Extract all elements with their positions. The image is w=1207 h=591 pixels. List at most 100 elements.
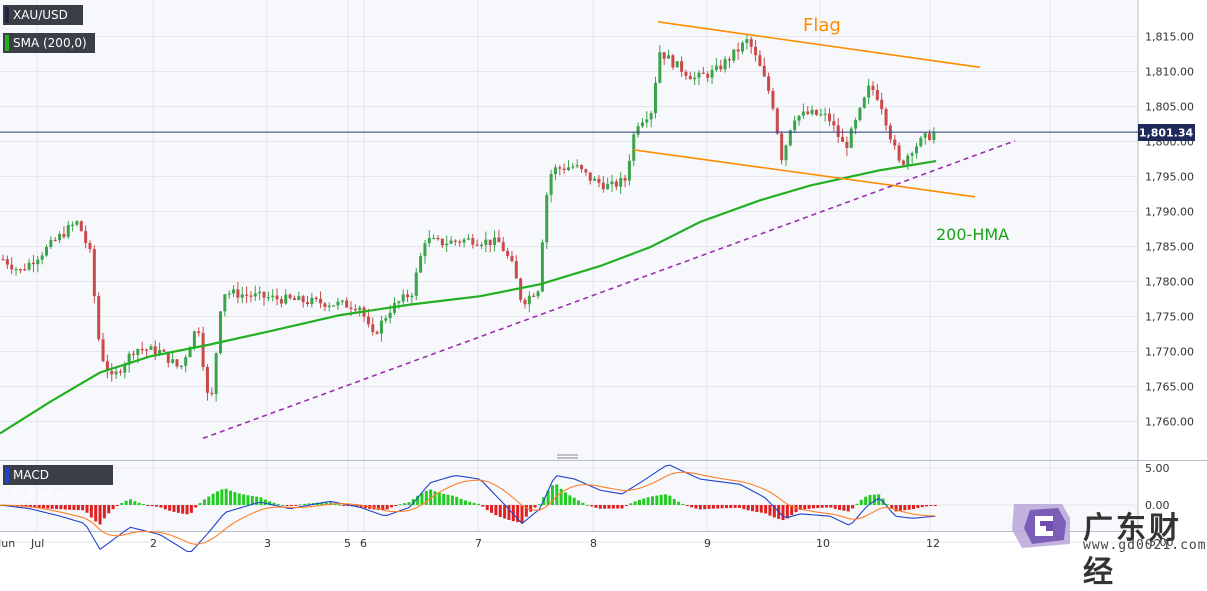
candle-up: [549, 174, 553, 195]
macd-histogram-bar: [81, 505, 85, 511]
panel-resize-handle[interactable]: [557, 454, 578, 459]
macd-histogram-bar: [781, 505, 785, 521]
candle-up: [649, 113, 653, 120]
macd-histogram-bar: [842, 505, 846, 511]
candle-up: [327, 305, 331, 307]
macd-histogram-bar: [68, 505, 72, 510]
macd-histogram-bar: [477, 503, 480, 505]
candle-down: [832, 121, 836, 126]
candle-up: [854, 120, 858, 129]
macd-histogram-bar: [163, 505, 167, 510]
macd-histogram-bar: [581, 502, 585, 505]
symbol-swatch: [5, 7, 9, 23]
candle-down: [140, 348, 144, 351]
macd-histogram-bar: [685, 505, 689, 506]
macd-histogram-bar: [459, 498, 463, 505]
candle-down: [814, 109, 818, 115]
macd-histogram-bar: [742, 505, 746, 510]
candle-up: [919, 137, 923, 147]
macd-histogram-bar: [868, 494, 872, 505]
candle-up: [184, 357, 188, 366]
candle-down: [5, 259, 9, 265]
candle-down: [288, 294, 292, 299]
support-trendline: [202, 140, 1016, 440]
candle-up: [480, 244, 483, 247]
macd-histogram-bar: [359, 505, 363, 508]
macd-histogram-bar: [124, 500, 128, 505]
macd-histogram-bar: [872, 494, 876, 505]
candle-up: [192, 331, 196, 348]
macd-histogram-bar: [72, 505, 76, 510]
candle-down: [110, 371, 114, 375]
macd-histogram-bar: [524, 505, 528, 517]
candle-up: [710, 69, 714, 78]
macd-histogram-bar: [738, 505, 741, 508]
macd-legend[interactable]: MACD (12,26,9): [3, 465, 113, 502]
macd-histogram-bar: [272, 502, 276, 505]
candle-down: [514, 261, 518, 279]
candle-down: [841, 136, 845, 142]
candle-down: [292, 298, 296, 300]
candle-up: [445, 243, 449, 246]
candle-down: [436, 237, 440, 240]
candle-down: [275, 295, 279, 300]
macd-histogram-bar: [785, 505, 789, 519]
macd-histogram-bar: [76, 505, 80, 511]
candle-down: [680, 61, 684, 72]
watermark-url: www.gd0021.com: [1083, 538, 1207, 553]
candle-up: [127, 353, 131, 365]
macd-histogram-bar: [155, 505, 159, 507]
candle-down: [597, 178, 601, 183]
macd-histogram-bar: [211, 493, 215, 505]
y-tick-label: 1,765.00: [1145, 381, 1194, 394]
candle-up: [27, 262, 31, 270]
macd-histogram-bar: [755, 505, 759, 512]
macd-histogram-bar: [550, 485, 554, 505]
candle-up: [136, 348, 140, 355]
candle-up: [36, 259, 40, 265]
candle-down: [306, 302, 309, 305]
candle-down: [10, 264, 14, 270]
macd-histogram-bar: [376, 505, 380, 510]
macd-histogram-bar: [229, 490, 233, 505]
candle-down: [349, 307, 353, 309]
macd-histogram-bar: [450, 495, 454, 505]
macd-histogram-bar: [28, 505, 32, 507]
candle-up: [158, 349, 162, 355]
y-tick-label: 1,780.00: [1145, 276, 1194, 289]
candle-down: [118, 371, 122, 373]
macd-histogram-bar: [664, 494, 668, 505]
macd-histogram-bar: [159, 505, 163, 508]
symbol-label: XAU/USD: [13, 8, 68, 22]
macd-histogram-bar: [825, 505, 828, 508]
macd-histogram-bar: [324, 502, 328, 505]
candle-up: [75, 221, 79, 225]
chart-canvas: 1,760.00 1,765.00 1,770.00 1,775.00 1,780.00…: [0, 0, 1207, 553]
hma-annotation: 200-HMA: [936, 225, 1009, 244]
candle-up: [419, 256, 423, 273]
macd-histogram-bar: [146, 505, 150, 506]
candle-up: [114, 371, 118, 375]
macd-histogram-bar: [337, 504, 341, 506]
macd-histogram-bar: [724, 505, 728, 509]
macd-histogram-bar: [129, 499, 132, 505]
overlays: [0, 21, 1016, 440]
candle-up: [253, 293, 257, 297]
macd-histogram-bar: [677, 501, 681, 505]
macd-histogram-bar: [255, 496, 259, 505]
macd-histogram-bar: [620, 505, 624, 509]
y-tick-label: 1,810.00: [1145, 66, 1194, 79]
candle-up: [527, 295, 531, 305]
candle-down: [353, 308, 357, 311]
candle-down: [453, 240, 457, 242]
macd-histogram-bar: [420, 493, 424, 505]
macd-histogram-bar: [846, 505, 850, 512]
candle-down: [175, 359, 179, 367]
y-tick-label: 1,760.00: [1145, 416, 1194, 429]
candle-down: [884, 109, 888, 126]
symbol-legend[interactable]: XAU/USD: [3, 5, 83, 25]
macd-histogram-bar: [681, 503, 685, 505]
price-panel-bg: [0, 0, 1138, 460]
sma-legend[interactable]: SMA (200,0): [3, 33, 95, 53]
candle-up: [667, 55, 671, 59]
